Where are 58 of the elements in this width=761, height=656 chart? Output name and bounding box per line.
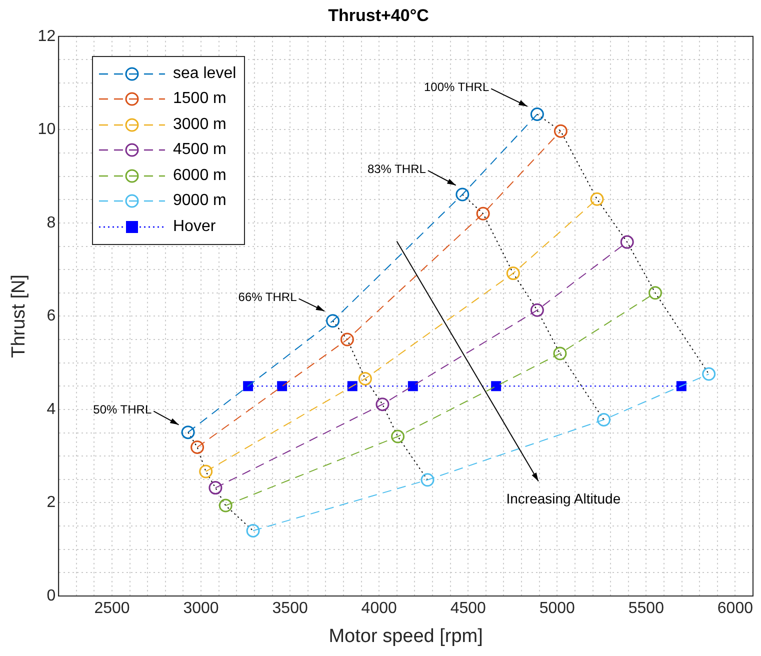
annotation: 50% THRL: [93, 402, 152, 417]
point: [391, 430, 405, 444]
point: [506, 266, 520, 280]
annotation: 66% THRL: [238, 290, 298, 304]
x-tick-label: 4500: [450, 600, 486, 618]
point: [358, 372, 372, 386]
point: [648, 286, 662, 300]
point: [553, 346, 567, 360]
point: [620, 235, 634, 249]
legend-label: 1500 m: [173, 90, 226, 108]
y-tick-label: 8: [46, 214, 56, 232]
y-tick-label: 4: [46, 400, 56, 418]
annotation: 100% THRL: [424, 80, 490, 94]
y-tick-label: 12: [38, 28, 56, 45]
point: [408, 381, 418, 392]
point: [376, 398, 390, 412]
point: [420, 473, 434, 487]
legend-label: Hover: [173, 218, 216, 236]
point: [199, 464, 213, 478]
point: [476, 206, 490, 220]
legend-label: sea level: [173, 64, 236, 83]
point: [530, 303, 544, 317]
point: [246, 524, 260, 538]
legend-label: 3000 m: [173, 116, 226, 134]
point: [590, 192, 604, 206]
legend-label: 9000 m: [173, 192, 226, 210]
chart-title: Thrust+40°C: [328, 6, 429, 25]
annotation: Increasing Altitude: [506, 490, 621, 507]
x-tick-label: 4000: [361, 600, 397, 618]
x-tick-label: 6000: [717, 600, 754, 618]
x-axis-title: Motor speed [rpm]: [328, 626, 483, 647]
point: [530, 108, 544, 122]
point: [218, 498, 232, 512]
y-axis-title: Thrust [N]: [8, 274, 30, 358]
x-tick-label: 5000: [539, 600, 576, 618]
point: [181, 426, 195, 440]
point: [326, 314, 340, 328]
y-tick-label: 10: [38, 121, 56, 138]
point: [277, 381, 288, 392]
point: [243, 381, 254, 392]
point: [340, 332, 354, 346]
x-tick-label: 3500: [272, 600, 308, 618]
point: [597, 412, 611, 426]
legend-label: 4500 m: [173, 141, 226, 160]
point: [491, 381, 502, 392]
point: [208, 481, 222, 495]
y-tick-label: 0: [46, 587, 56, 604]
point: [702, 367, 716, 381]
x-tick-label: 2500: [94, 600, 130, 618]
point: [456, 188, 470, 202]
point: [554, 124, 568, 138]
legend-label: 6000 m: [173, 166, 226, 185]
x-tick-label: 3000: [183, 600, 219, 618]
x-tick-label: 5500: [628, 600, 664, 618]
y-tick-label: 6: [46, 308, 56, 325]
annotation: 83% THRL: [367, 162, 426, 176]
y-tick-label: 2: [46, 494, 56, 512]
point: [190, 440, 204, 454]
